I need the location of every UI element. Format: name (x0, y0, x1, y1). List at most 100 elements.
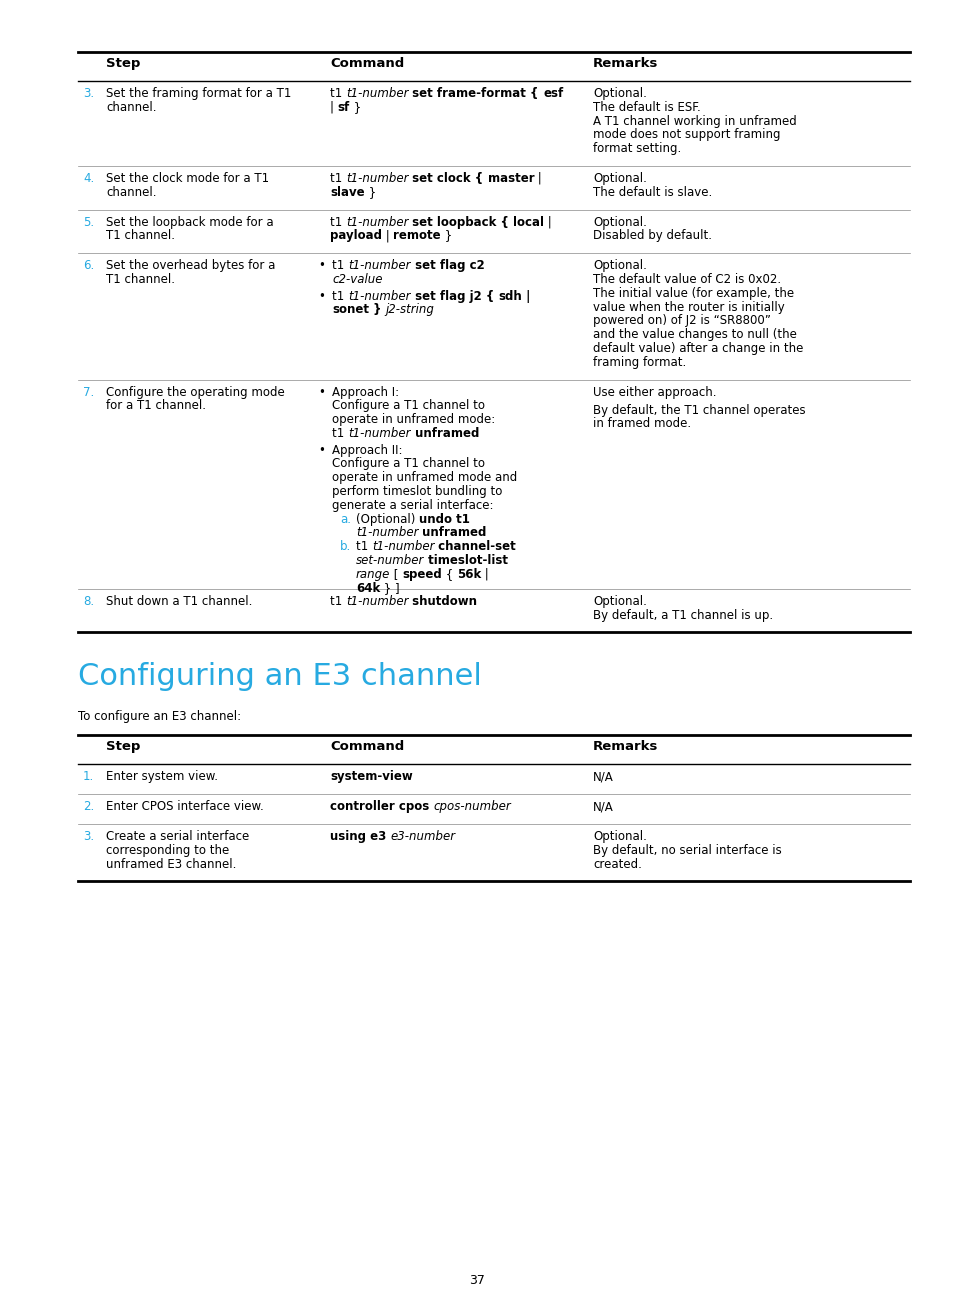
Text: t1-number: t1-number (346, 595, 408, 608)
Text: in framed mode.: in framed mode. (593, 417, 690, 430)
Text: •: • (317, 259, 325, 272)
Text: Enter CPOS interface view.: Enter CPOS interface view. (106, 800, 263, 813)
Text: Remarks: Remarks (593, 740, 658, 753)
Text: t1-number: t1-number (348, 289, 410, 302)
Text: mode does not support framing: mode does not support framing (593, 128, 780, 141)
Text: set-number: set-number (355, 553, 424, 566)
Text: e3-number: e3-number (390, 829, 455, 842)
Text: speed: speed (402, 568, 442, 581)
Text: controller cpos: controller cpos (330, 800, 433, 813)
Text: 56k: 56k (456, 568, 481, 581)
Text: Optional.: Optional. (593, 595, 646, 608)
Text: Set the overhead bytes for a: Set the overhead bytes for a (106, 259, 275, 272)
Text: t1: t1 (355, 540, 372, 553)
Text: c2-value: c2-value (332, 273, 382, 286)
Text: payload: payload (330, 229, 381, 242)
Text: t1-number: t1-number (348, 259, 410, 272)
Text: 2.: 2. (83, 800, 94, 813)
Text: b.: b. (339, 540, 351, 553)
Text: }: } (440, 229, 452, 242)
Text: The default value of C2 is 0x02.: The default value of C2 is 0x02. (593, 273, 781, 286)
Text: By default, no serial interface is: By default, no serial interface is (593, 844, 781, 857)
Text: t1-number: t1-number (372, 540, 434, 553)
Text: set flag j2 {: set flag j2 { (410, 289, 497, 302)
Text: [: [ (390, 568, 402, 581)
Text: local: local (513, 215, 544, 228)
Text: framing format.: framing format. (593, 356, 685, 369)
Text: Optional.: Optional. (593, 829, 646, 842)
Text: Step: Step (106, 57, 140, 70)
Text: }: } (369, 303, 385, 316)
Text: |: | (381, 229, 393, 242)
Text: set flag c2: set flag c2 (410, 259, 484, 272)
Text: (Optional): (Optional) (355, 512, 418, 526)
Text: corresponding to the: corresponding to the (106, 844, 229, 857)
Text: system-view: system-view (330, 770, 413, 783)
Text: t1-number: t1-number (346, 215, 408, 228)
Text: set clock {: set clock { (408, 172, 487, 185)
Text: t1-number: t1-number (348, 426, 410, 441)
Text: Command: Command (330, 57, 404, 70)
Text: A T1 channel working in unframed: A T1 channel working in unframed (593, 114, 796, 127)
Text: {: { (442, 568, 456, 581)
Text: format setting.: format setting. (593, 143, 680, 156)
Text: t1: t1 (330, 87, 346, 100)
Text: •: • (317, 386, 325, 399)
Text: Optional.: Optional. (593, 259, 646, 272)
Text: Set the clock mode for a T1: Set the clock mode for a T1 (106, 172, 269, 185)
Text: By default, the T1 channel operates: By default, the T1 channel operates (593, 403, 804, 416)
Text: operate in unframed mode and: operate in unframed mode and (332, 472, 517, 485)
Text: Set the loopback mode for a: Set the loopback mode for a (106, 215, 274, 228)
Text: a.: a. (339, 512, 351, 526)
Text: generate a serial interface:: generate a serial interface: (332, 499, 493, 512)
Text: |: | (521, 289, 530, 302)
Text: N/A: N/A (593, 770, 613, 783)
Text: sf: sf (337, 101, 350, 114)
Text: t1: t1 (332, 259, 348, 272)
Text: Create a serial interface: Create a serial interface (106, 829, 249, 842)
Text: undo t1: undo t1 (418, 512, 470, 526)
Text: Optional.: Optional. (593, 87, 646, 100)
Text: Use either approach.: Use either approach. (593, 386, 716, 399)
Text: t1: t1 (332, 289, 348, 302)
Text: Enter system view.: Enter system view. (106, 770, 218, 783)
Text: shutdown: shutdown (408, 595, 477, 608)
Text: 7.: 7. (83, 386, 94, 399)
Text: operate in unframed mode:: operate in unframed mode: (332, 413, 495, 426)
Text: and the value changes to null (the: and the value changes to null (the (593, 328, 796, 341)
Text: set frame-format {: set frame-format { (408, 87, 542, 100)
Text: |: | (534, 172, 541, 185)
Text: |: | (544, 215, 552, 228)
Text: •: • (317, 289, 325, 302)
Text: Configure a T1 channel to: Configure a T1 channel to (332, 457, 484, 470)
Text: sonet: sonet (332, 303, 369, 316)
Text: t1: t1 (330, 595, 346, 608)
Text: 37: 37 (469, 1274, 484, 1287)
Text: 3.: 3. (83, 829, 94, 842)
Text: using e3: using e3 (330, 829, 390, 842)
Text: 64k: 64k (355, 582, 380, 595)
Text: powered on) of J2 is “SR8800”: powered on) of J2 is “SR8800” (593, 315, 770, 328)
Text: Step: Step (106, 740, 140, 753)
Text: Optional.: Optional. (593, 172, 646, 185)
Text: Set the framing format for a T1: Set the framing format for a T1 (106, 87, 291, 100)
Text: 1.: 1. (83, 770, 94, 783)
Text: timeslot-list: timeslot-list (424, 553, 508, 566)
Text: T1 channel.: T1 channel. (106, 229, 174, 242)
Text: Command: Command (330, 740, 404, 753)
Text: channel.: channel. (106, 101, 156, 114)
Text: }: } (364, 185, 375, 198)
Text: |: | (481, 568, 489, 581)
Text: channel-set: channel-set (434, 540, 516, 553)
Text: N/A: N/A (593, 800, 613, 813)
Text: remote: remote (393, 229, 440, 242)
Text: Configuring an E3 channel: Configuring an E3 channel (78, 662, 481, 691)
Text: 5.: 5. (83, 215, 94, 228)
Text: created.: created. (593, 858, 641, 871)
Text: Shut down a T1 channel.: Shut down a T1 channel. (106, 595, 253, 608)
Text: range: range (355, 568, 390, 581)
Text: 8.: 8. (83, 595, 94, 608)
Text: The default is slave.: The default is slave. (593, 185, 712, 198)
Text: t1-number: t1-number (355, 526, 418, 539)
Text: default value) after a change in the: default value) after a change in the (593, 342, 802, 355)
